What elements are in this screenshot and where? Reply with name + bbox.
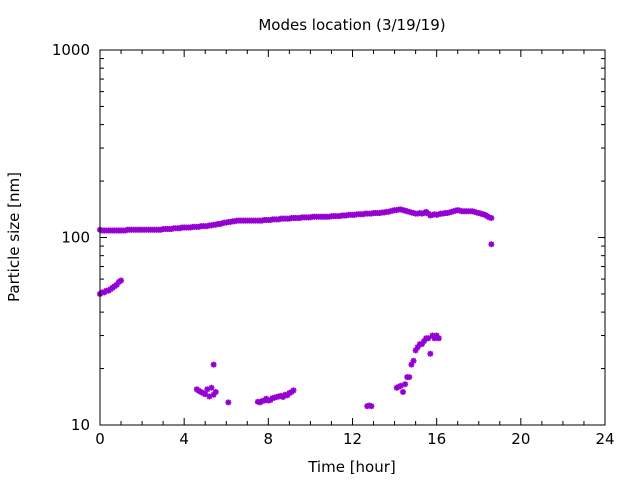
data-point	[412, 347, 419, 354]
x-tick-label: 0	[95, 430, 105, 448]
data-point	[414, 344, 421, 351]
data-point	[210, 391, 217, 398]
x-tick-label: 24	[595, 430, 614, 448]
data-point	[421, 338, 428, 345]
data-point	[431, 335, 438, 342]
data-point	[210, 361, 217, 368]
data-point	[488, 215, 495, 222]
x-tick-label: 20	[511, 430, 530, 448]
data-point	[368, 403, 375, 410]
data-point	[418, 341, 425, 348]
chart-title: Modes location (3/19/19)	[258, 16, 445, 34]
data-point	[425, 335, 432, 342]
x-tick-label: 12	[343, 430, 362, 448]
data-point	[427, 350, 434, 357]
data-point	[113, 281, 120, 288]
x-tick-label: 4	[179, 430, 189, 448]
y-axis-label: Particle size [nm]	[5, 172, 23, 302]
data-point	[488, 241, 495, 248]
x-axis-label: Time [hour]	[307, 458, 396, 476]
data-points	[97, 206, 495, 410]
data-point	[202, 391, 209, 398]
data-point	[400, 388, 406, 395]
data-point	[435, 335, 442, 342]
y-tick-label: 1000	[52, 41, 90, 59]
data-point	[290, 387, 297, 394]
plot-frame	[99, 49, 606, 426]
x-tick-label: 8	[264, 430, 274, 448]
y-tick-label: 100	[61, 229, 90, 247]
data-point	[408, 361, 415, 368]
data-point	[208, 384, 215, 391]
data-point	[204, 386, 211, 393]
data-point	[410, 357, 417, 364]
data-point	[402, 381, 409, 388]
data-point	[406, 374, 413, 381]
data-point	[225, 399, 232, 406]
data-point	[206, 393, 213, 400]
axis-ticks: 0 4 8 12 16 20 24 10 100 1000	[52, 41, 615, 448]
y-tick-label: 10	[71, 416, 90, 434]
data-point	[397, 382, 404, 389]
data-point	[118, 277, 125, 284]
data-point	[433, 332, 440, 339]
x-tick-label: 16	[427, 430, 446, 448]
data-point	[212, 388, 219, 395]
data-point	[429, 332, 436, 339]
